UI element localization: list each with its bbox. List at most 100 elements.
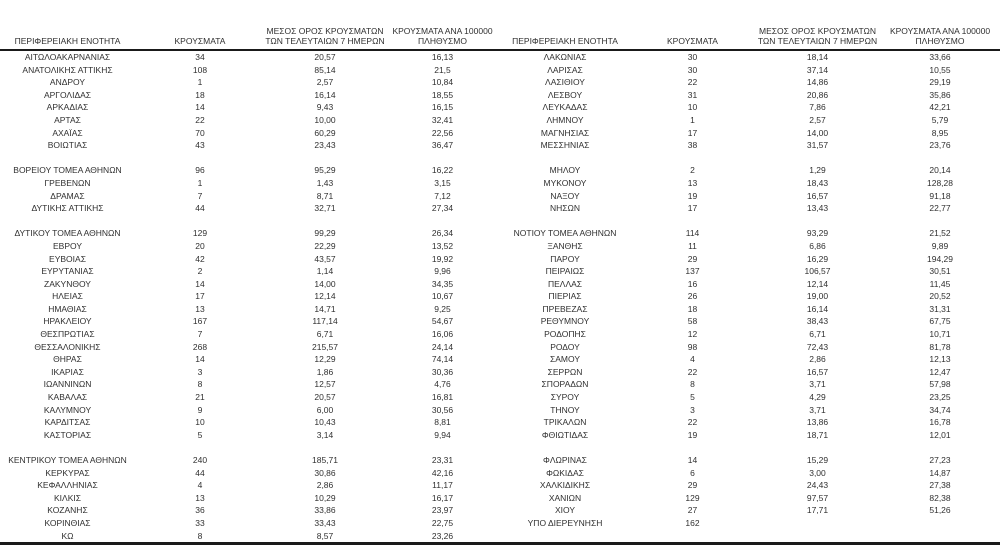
- right-table-body: ΛΑΚΩΝΙΑΣ 30 18,14 33,66 ΛΑΡΙΣΑΣ 30 37,14 10,55 Λ…: [500, 51, 1000, 542]
- table-row: ΔΥΤΙΚΗΣ ΑΤΤΙΚΗΣ 44 32,71 27,34: [0, 202, 500, 215]
- cell-cases: 14: [195, 278, 205, 289]
- cell-7day-average: 12,14: [314, 291, 336, 302]
- cell-7day-average: 37,14: [806, 64, 829, 75]
- cell-cases: [630, 530, 755, 543]
- cell-regional-unit: ΚΙΛΚΙΣ: [54, 492, 81, 503]
- cell-regional-unit: ΚΩ: [61, 530, 74, 541]
- cell-cases-per-100k: 16,78: [929, 417, 951, 428]
- cell-7day-average: 12,14: [806, 278, 829, 289]
- cell-7day-average: 8,57: [316, 530, 334, 541]
- header-7day-average: ΜΕΣΟΣ ΟΡΟΣ ΚΡΟΥΣΜΑΤΩΝ ΤΩΝ ΤΕΛΕΥΤΑΙΩΝ 7 Η…: [757, 26, 878, 46]
- cell-regional-unit: ΚΟΡΙΝΘΙΑΣ: [44, 517, 91, 528]
- cell-cases: 17: [195, 291, 205, 302]
- cell-cases: 137: [685, 266, 700, 277]
- cell-7day-average: 20,57: [314, 392, 336, 403]
- cell-cases: 13: [687, 177, 698, 188]
- cell-cases-per-100k: 16,13: [431, 52, 454, 62]
- table-row: ΚΑΣΤΟΡΙΑΣ 5 3,14 9,94: [0, 429, 500, 442]
- cell-regional-unit: ΛΕΣΒΟΥ: [547, 89, 583, 100]
- cell-cases: 10: [687, 102, 698, 113]
- cell-regional-unit: ΔΥΤΙΚΗΣ ΑΤΤΙΚΗΣ: [31, 203, 104, 214]
- cell-regional-unit: ΒΟΙΩΤΙΑΣ: [47, 140, 88, 151]
- cell-cases-per-100k: 82,38: [929, 492, 951, 503]
- cell-regional-unit: ΙΩΑΝΝΙΝΩΝ: [43, 379, 92, 390]
- cell-7day-average: 33,86: [314, 505, 336, 516]
- cell-cases: 162: [685, 517, 700, 528]
- header-cases-per-100k: ΚΡΟΥΣΜΑΤΑ ΑΝΑ 100000 ΠΛΗΘΥΣΜΟ: [889, 26, 991, 46]
- cell-regional-unit: ΑΝΔΡΟΥ: [49, 77, 86, 88]
- table-row: ΠΑΡΟΥ 29 16,29 194,29: [500, 253, 1000, 266]
- cell-cases: 8: [197, 379, 203, 390]
- cell-cases: 11: [688, 240, 697, 251]
- table-row: ΣΕΡΡΩΝ 22 16,57 12,47: [500, 366, 1000, 379]
- cell-7day-average: 1,86: [316, 366, 334, 377]
- cell-cases: 19: [687, 429, 698, 440]
- table-row: ΚΑΛΥΜΝΟΥ 9 6,00 30,56: [0, 404, 500, 417]
- cell-regional-unit: [500, 441, 630, 454]
- cell-regional-unit: ΘΕΣΠΡΩΤΙΑΣ: [40, 329, 95, 340]
- table-row: ΗΡΑΚΛΕΙΟΥ 167 117,14 54,67: [0, 315, 500, 328]
- cell-regional-unit: ΑΡΤΑΣ: [54, 114, 81, 125]
- table-row: ΝΗΣΩΝ 17 13,43 22,77: [500, 202, 1000, 215]
- cell-cases-per-100k: 22,56: [431, 127, 454, 138]
- cell-cases: 29: [687, 480, 698, 491]
- cell-regional-unit: [500, 152, 630, 165]
- cell-cases: 1: [690, 114, 695, 125]
- cell-regional-unit: ΦΘΙΩΤΙΔΑΣ: [541, 429, 589, 440]
- cell-regional-unit: ΓΡΕΒΕΝΩΝ: [44, 177, 91, 188]
- table-row: ΠΡΕΒΕΖΑΣ 18 16,14 31,31: [500, 303, 1000, 316]
- cell-cases-per-100k: 42,16: [431, 467, 454, 478]
- cell-7day-average: 3,71: [809, 379, 826, 390]
- cell-cases: 30: [687, 64, 698, 75]
- cell-cases-per-100k: 13,52: [431, 240, 454, 251]
- cell-cases-per-100k: 12,01: [929, 429, 951, 440]
- table-row: ΠΕΙΡΑΙΩΣ 137 106,57 30,51: [500, 265, 1000, 278]
- cell-cases: 268: [192, 341, 208, 352]
- cell-cases-per-100k: 10,84: [431, 77, 454, 88]
- cell-regional-unit: ΚΑΒΑΛΑΣ: [47, 392, 88, 403]
- cell-cases: 14: [195, 354, 205, 365]
- cell-7day-average: 19,00: [806, 291, 829, 302]
- cell-cases: 44: [195, 203, 205, 214]
- cell-regional-unit: ΖΑΚΥΝΘΟΥ: [44, 278, 91, 289]
- cell-regional-unit: ΧΙΟΥ: [554, 505, 576, 516]
- cell-cases-per-100k: 128,28: [927, 177, 953, 188]
- cell-cases-per-100k: 23,76: [929, 140, 951, 151]
- cell-7day-average: 13,86: [806, 417, 829, 428]
- cell-regional-unit: [500, 530, 630, 543]
- cell-7day-average: 16,57: [806, 366, 829, 377]
- cell-regional-unit: ΚΕΝΤΡΙΚΟΥ ΤΟΜΕΑ ΑΘΗΝΩΝ: [8, 455, 127, 465]
- left-table-body: ΑΙΤΩΛΟΑΚΑΡΝΑΝΙΑΣ 34 20,57 16,13 ΑΝΑΤΟΛΙΚΗΣ Α…: [0, 51, 500, 542]
- cell-cases-per-100k: 42,21: [929, 102, 951, 113]
- cell-cases-per-100k: 16,15: [431, 102, 454, 113]
- cell-7day-average: 16,14: [806, 303, 829, 314]
- cell-cases: 58: [687, 316, 698, 327]
- cell-7day-average: 1,43: [316, 177, 334, 188]
- cell-cases-per-100k: 57,98: [929, 379, 951, 390]
- table-row: ΛΑΣΙΘΙΟΥ 22 14,86 29,19: [500, 76, 1000, 89]
- table-row: ΡΟΔΟΠΗΣ 12 6,71 10,71: [500, 328, 1000, 341]
- table-row: ΚΕΡΚΥΡΑΣ 44 30,86 42,16: [0, 467, 500, 480]
- cell-7day-average: 95,29: [314, 165, 336, 176]
- cell-regional-unit: [0, 441, 135, 454]
- cell-cases: 8: [690, 379, 695, 390]
- cell-cases: 13: [195, 492, 205, 503]
- cell-cases: 12: [687, 329, 698, 340]
- cell-cases-per-100k: 23,97: [431, 505, 454, 516]
- cell-7day-average: 185,71: [312, 455, 338, 465]
- cell-7day-average: [265, 215, 385, 228]
- cell-7day-average: 18,14: [806, 52, 829, 62]
- cell-cases: 4: [197, 480, 203, 491]
- cell-regional-unit: ΣΑΜΟΥ: [549, 354, 580, 365]
- table-row-spacer: [500, 215, 1000, 228]
- cell-cases: 18: [687, 303, 698, 314]
- cell-cases: [630, 152, 755, 165]
- cell-cases: 17: [687, 203, 698, 214]
- cell-7day-average: 22,29: [314, 240, 336, 251]
- cell-7day-average: [755, 215, 880, 228]
- cell-cases: 22: [195, 114, 205, 125]
- right-table-header: ΠΕΡΙΦΕΡΕΙΑΚΗ ΕΝΟΤΗΤΑ ΚΡΟΥΣΜΑΤΑ ΜΕΣΟΣ ΟΡΟ…: [500, 21, 1000, 51]
- cell-cases: 27: [687, 505, 698, 516]
- table-row: ΤΡΙΚΑΛΩΝ 22 13,86 16,78: [500, 416, 1000, 429]
